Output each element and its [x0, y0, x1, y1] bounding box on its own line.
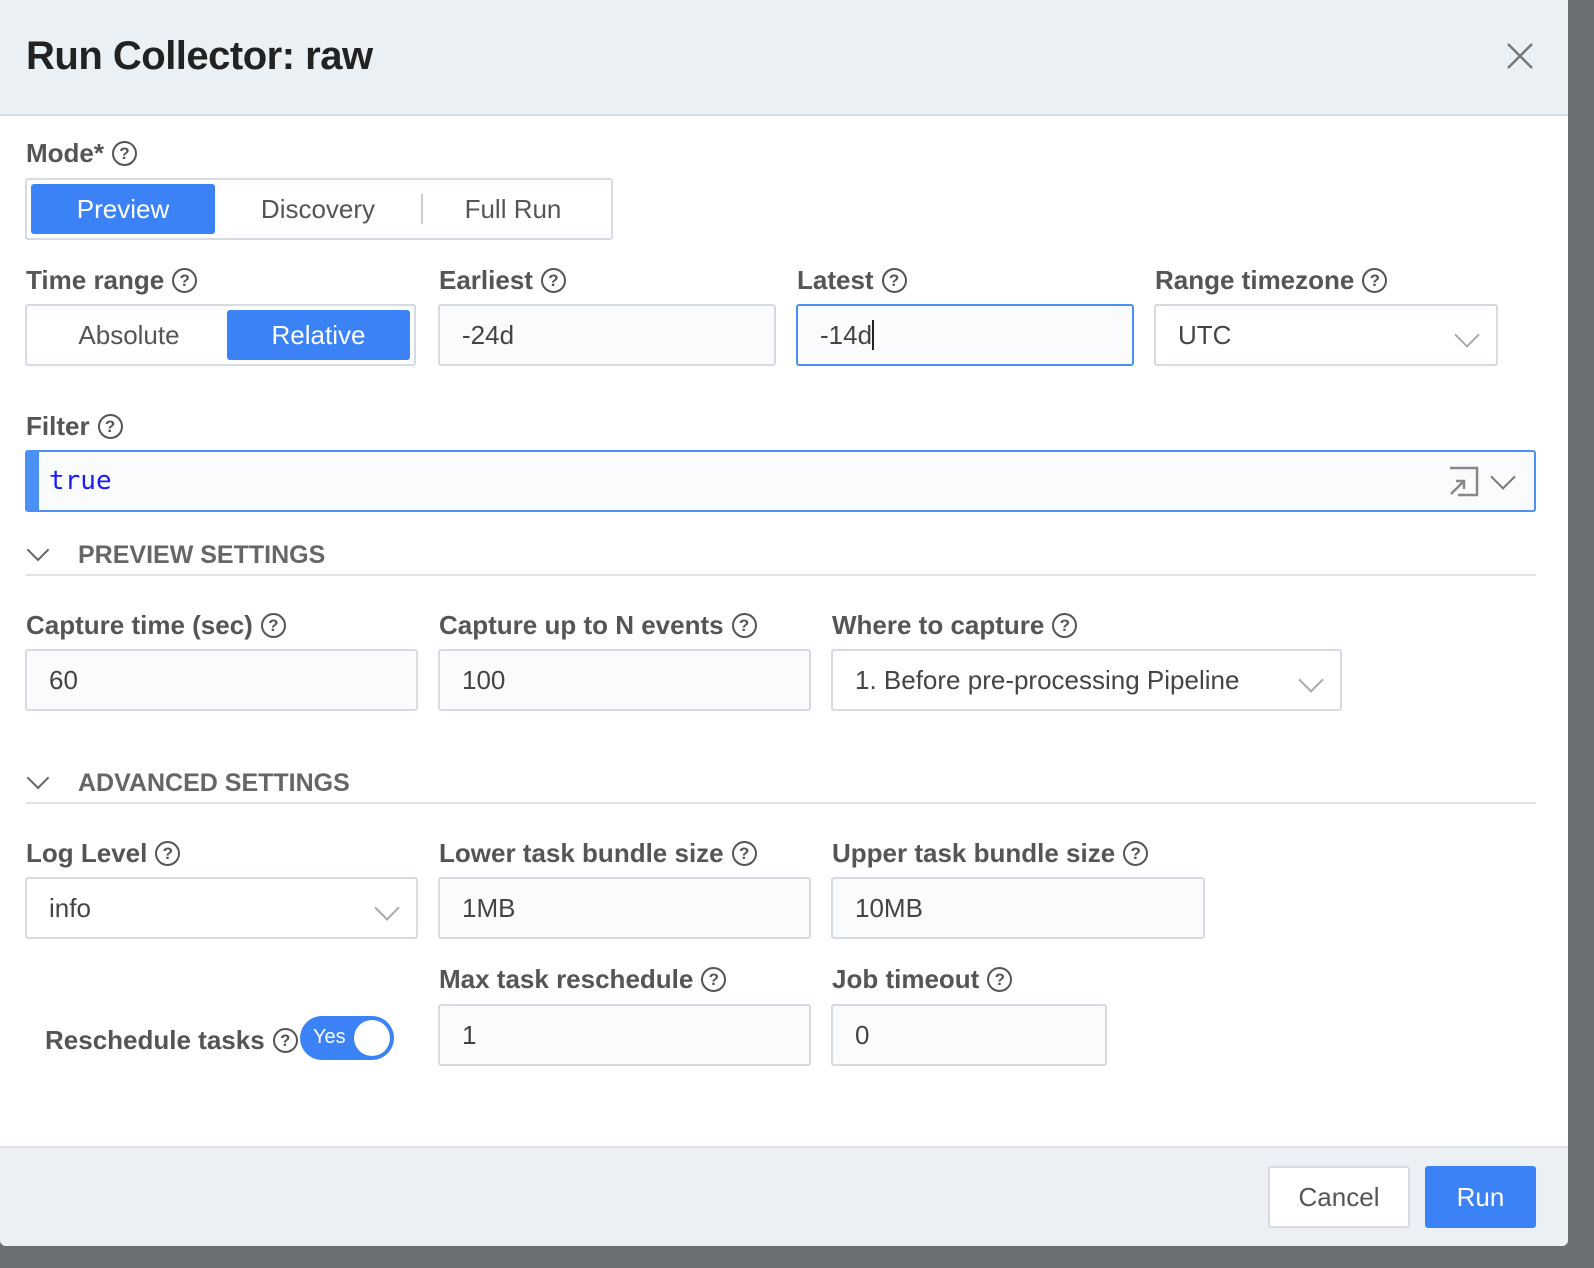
label-text: Capture time (sec) [26, 610, 253, 640]
mode-preview[interactable]: Preview [31, 184, 215, 234]
chevron-down-icon [374, 895, 400, 921]
close-icon[interactable] [1500, 36, 1540, 76]
help-icon[interactable]: ? [1052, 613, 1078, 638]
advanced-settings-header[interactable]: ADVANCED SETTINGS [26, 764, 1536, 804]
help-icon[interactable]: ? [540, 268, 566, 293]
section-title: ADVANCED SETTINGS [78, 768, 350, 797]
reschedule-label: Reschedule tasks? [45, 1025, 298, 1056]
filter-label: Filter? [26, 411, 123, 442]
run-button[interactable]: Run [1425, 1166, 1536, 1228]
chevron-down-icon [1298, 667, 1324, 693]
label-text: Earliest [439, 265, 533, 295]
label-text: Filter [26, 411, 90, 441]
capture-time-input[interactable]: 60 [25, 649, 418, 711]
job-timeout-label: Job timeout? [832, 964, 1013, 995]
label-text: Reschedule tasks [45, 1025, 265, 1055]
label-text: Range timezone [1155, 265, 1355, 295]
latest-value: -14d [820, 319, 873, 350]
timezone-value: UTC [1178, 319, 1232, 350]
mode-label-text: Mode* [26, 138, 104, 168]
reschedule-toggle[interactable]: Yes [300, 1016, 394, 1060]
where-capture-label: Where to capture? [832, 610, 1078, 641]
where-capture-select[interactable]: 1. Before pre-processing Pipeline [831, 649, 1342, 711]
dialog-title: Run Collector: raw [26, 34, 373, 78]
log-level-label: Log Level? [26, 838, 181, 869]
log-level-select[interactable]: info [25, 877, 418, 939]
dialog-header: Run Collector: raw [0, 0, 1568, 116]
help-icon[interactable]: ? [172, 268, 198, 293]
mode-selector: Preview Discovery Full Run [25, 178, 613, 240]
capture-events-label: Capture up to N events? [439, 610, 757, 641]
help-icon[interactable]: ? [272, 1028, 298, 1053]
where-value: 1. Before pre-processing Pipeline [855, 664, 1240, 695]
label-text: Log Level [26, 838, 148, 868]
upper-bundle-label: Upper task bundle size? [832, 838, 1149, 869]
expand-editor-icon[interactable] [1448, 466, 1480, 498]
chevron-down-icon[interactable] [1490, 464, 1516, 490]
help-icon[interactable]: ? [881, 268, 907, 293]
lower-bundle-input[interactable]: 1MB [438, 877, 811, 939]
mode-label: Mode*? [26, 138, 137, 169]
cancel-button[interactable]: Cancel [1268, 1166, 1410, 1228]
capture-events-input[interactable]: 100 [438, 649, 811, 711]
label-text: Max task reschedule [439, 964, 694, 994]
help-icon[interactable]: ? [155, 841, 181, 866]
preview-settings-header[interactable]: PREVIEW SETTINGS [26, 536, 1536, 576]
time-range-relative[interactable]: Relative [226, 310, 410, 360]
label-text: Capture up to N events [439, 610, 724, 640]
help-icon[interactable]: ? [731, 841, 757, 866]
label-text: Lower task bundle size [439, 838, 724, 868]
label-text: Where to capture [832, 610, 1045, 640]
help-icon[interactable]: ? [1362, 268, 1388, 293]
label-text: Latest [797, 265, 874, 295]
mode-discovery[interactable]: Discovery [260, 193, 376, 224]
text-cursor [872, 320, 875, 350]
earliest-input[interactable]: -24d [438, 304, 776, 366]
log-level-value: info [49, 892, 91, 923]
divider [421, 194, 423, 224]
chevron-down-icon [26, 538, 50, 562]
dialog-footer: Cancel Run [0, 1146, 1568, 1246]
max-reschedule-label: Max task reschedule? [439, 964, 727, 995]
job-timeout-input[interactable]: 0 [831, 1004, 1107, 1066]
label-text: Job timeout [832, 964, 980, 994]
time-range-label: Time range? [26, 265, 198, 296]
help-icon[interactable]: ? [97, 414, 123, 439]
latest-input[interactable]: -14d [796, 304, 1134, 366]
upper-bundle-input[interactable]: 10MB [831, 877, 1205, 939]
earliest-label: Earliest? [439, 265, 566, 296]
lower-bundle-label: Lower task bundle size? [439, 838, 757, 869]
filter-input[interactable]: true [25, 450, 1536, 512]
label-text: Upper task bundle size [832, 838, 1116, 868]
timezone-select[interactable]: UTC [1154, 304, 1498, 366]
help-icon[interactable]: ? [1123, 841, 1149, 866]
run-collector-dialog: Run Collector: raw Mode*? Preview Discov… [0, 0, 1568, 1246]
label-text: Time range [26, 265, 165, 295]
help-icon[interactable]: ? [731, 613, 757, 638]
time-range-selector: Absolute Relative [25, 304, 416, 366]
help-icon[interactable]: ? [112, 141, 137, 166]
section-title: PREVIEW SETTINGS [78, 540, 326, 569]
capture-time-label: Capture time (sec)? [26, 610, 286, 641]
toggle-knob [354, 1020, 390, 1056]
chevron-down-icon [1454, 322, 1480, 348]
mode-full-run[interactable]: Full Run [464, 193, 562, 224]
filter-value: true [49, 466, 112, 496]
help-icon[interactable]: ? [701, 967, 727, 992]
time-range-absolute[interactable]: Absolute [78, 319, 180, 350]
toggle-label: Yes [313, 1026, 346, 1048]
help-icon[interactable]: ? [987, 967, 1013, 992]
help-icon[interactable]: ? [260, 613, 286, 638]
latest-label: Latest? [797, 265, 907, 296]
chevron-down-icon [26, 766, 50, 790]
max-reschedule-input[interactable]: 1 [438, 1004, 811, 1066]
timezone-label: Range timezone? [1155, 265, 1388, 296]
